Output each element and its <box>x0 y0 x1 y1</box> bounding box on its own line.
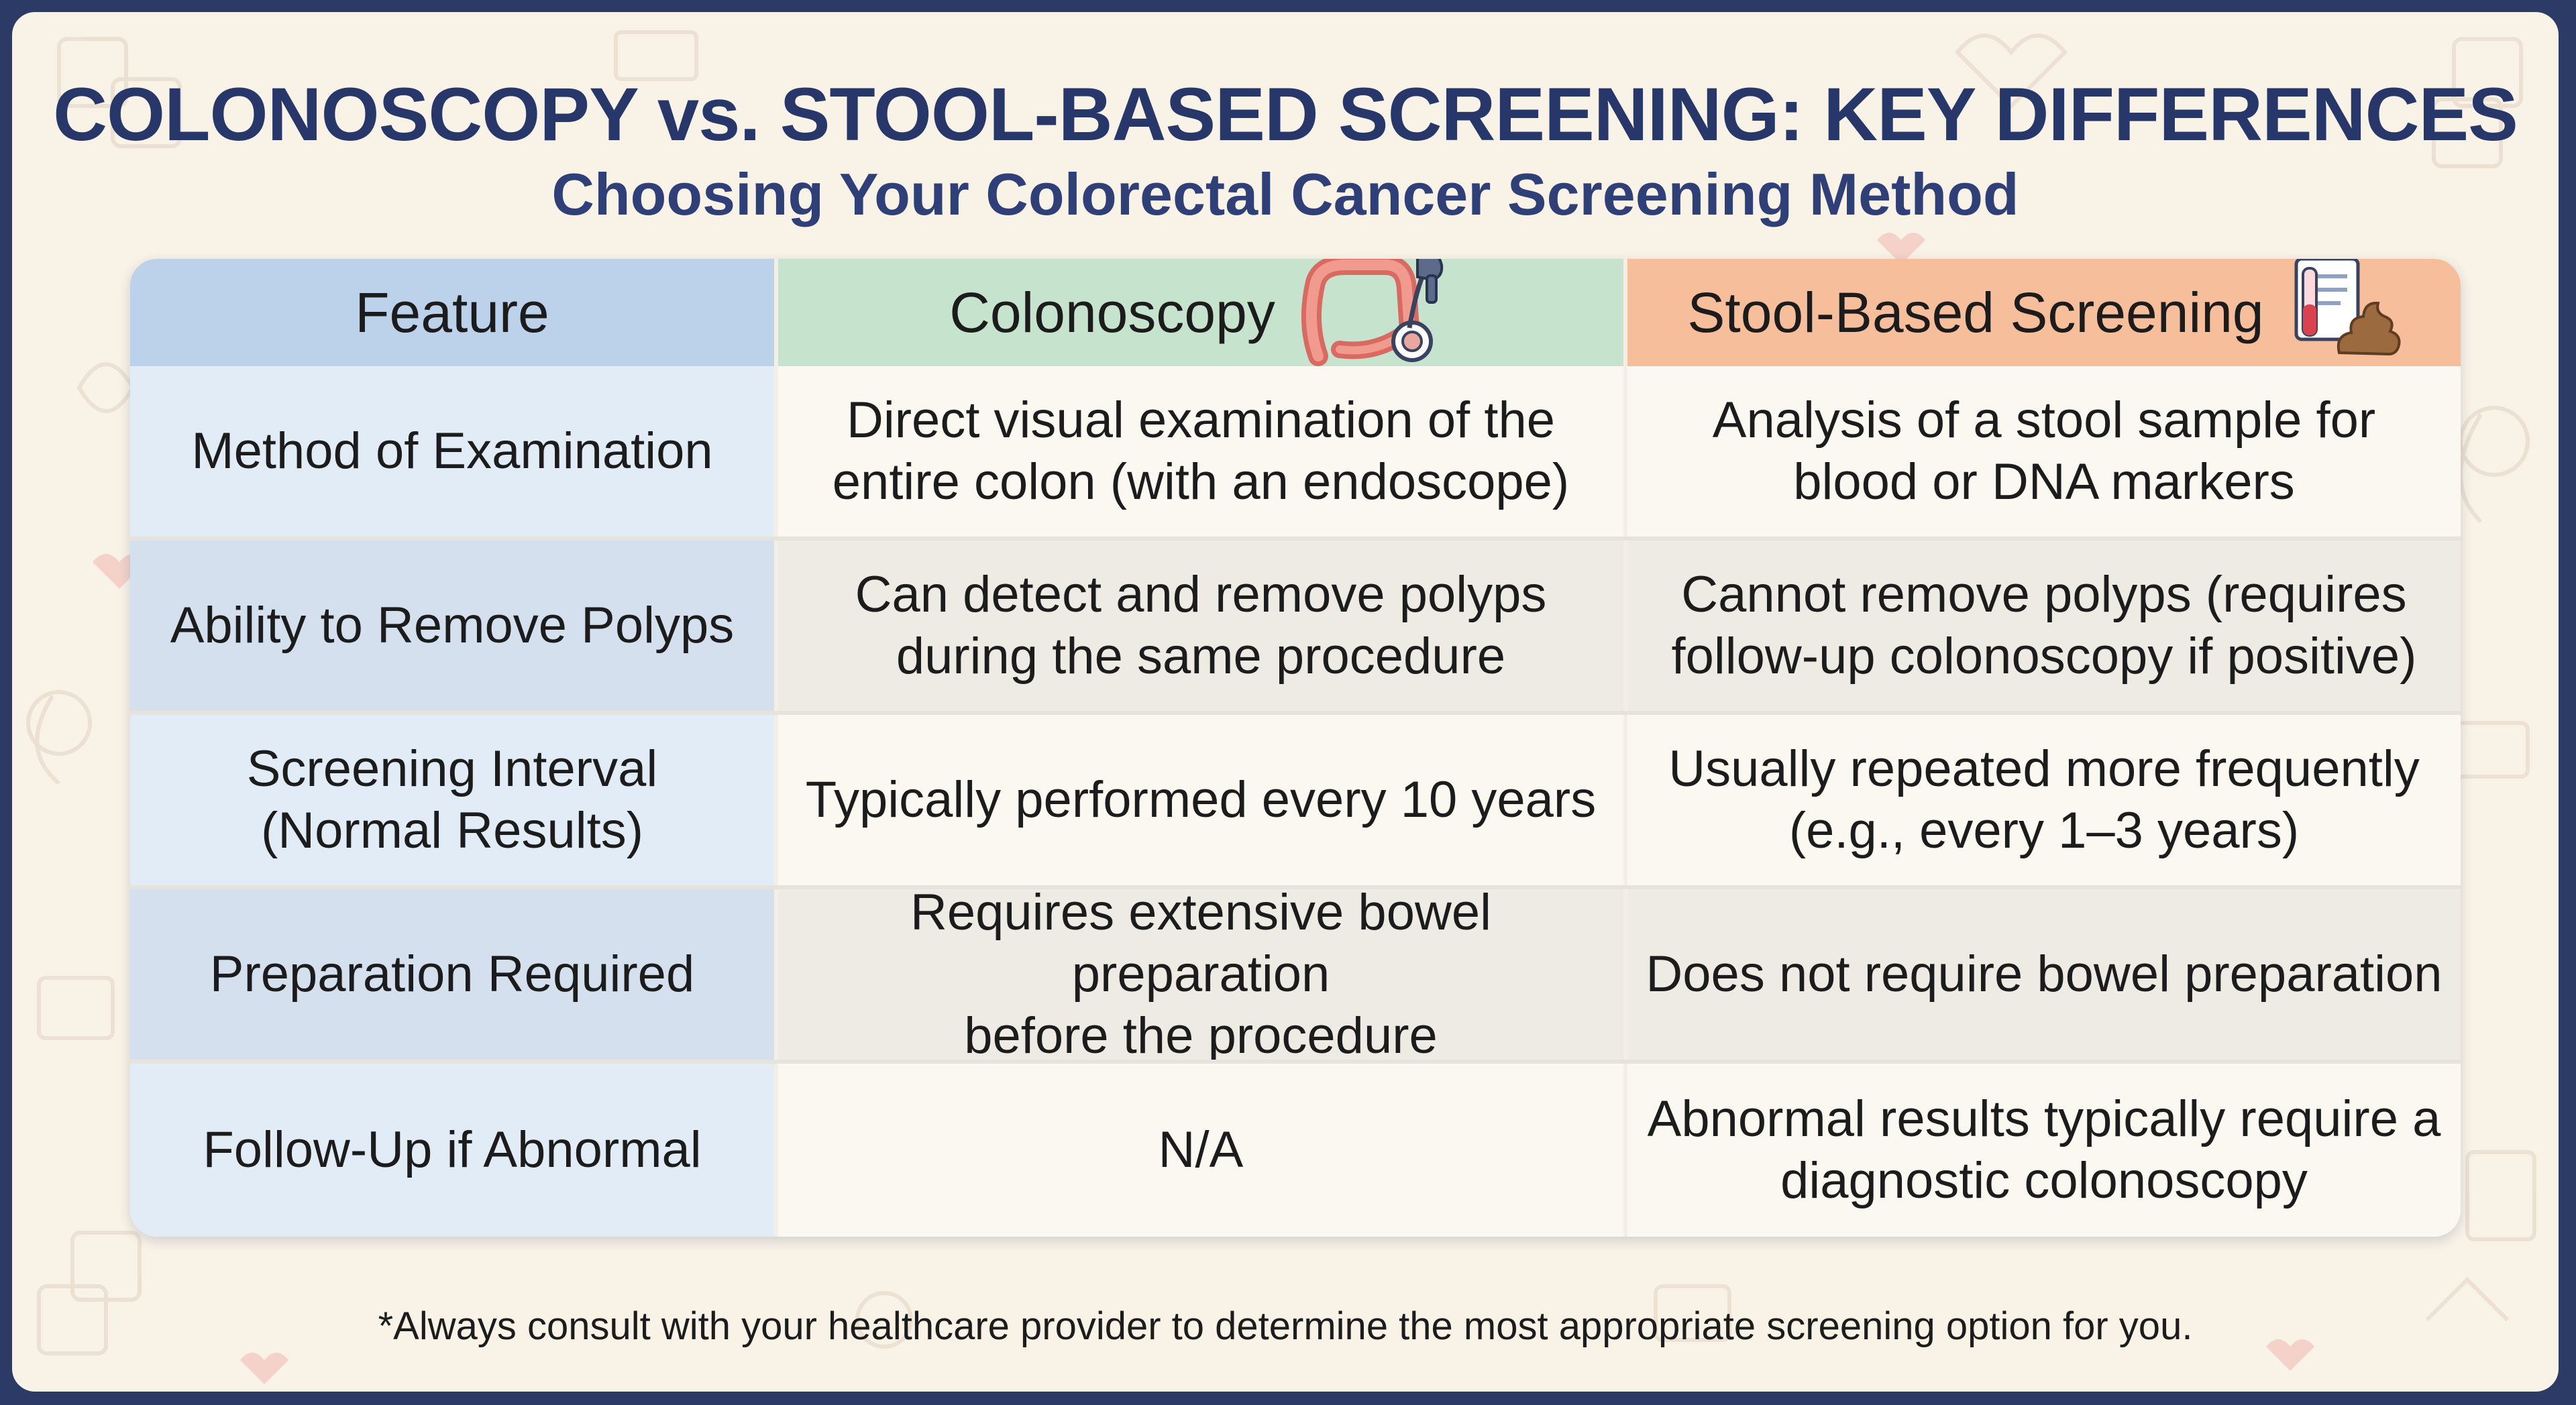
feature-label: Follow-Up if Abnormal <box>203 1121 702 1178</box>
column-header-label: Feature <box>355 280 549 344</box>
column-divider <box>1623 259 1627 1237</box>
column-header-colonoscopy: Colonoscopy <box>778 259 1623 366</box>
feature-cell: Follow-Up if Abnormal <box>130 1064 774 1237</box>
feature-label: Screening Interval (Normal Results) <box>246 740 658 859</box>
comparison-table: Feature Colonoscopy Stool-Based Scr <box>130 259 2461 1237</box>
cell-text-line: Analysis of a stool sample for <box>1712 392 2376 449</box>
cell-text-line: Direct visual examination of the <box>846 392 1556 449</box>
row-divider <box>130 711 2461 715</box>
row-divider <box>130 537 2461 541</box>
cell-text-line: Does not require bowel preparation <box>1646 946 2443 1003</box>
column-header-feature: Feature <box>130 259 774 366</box>
cell-text-line: Typically performed every 10 years <box>805 771 1597 828</box>
colonoscopy-cell: Requires extensive bowel preparation befo… <box>778 884 1623 1064</box>
table-row: Ability to Remove Polyps Can detect and … <box>130 541 2461 711</box>
cell-text-line: Cannot remove polyps (requires <box>1681 566 2407 623</box>
page-frame: COLONOSCOPY vs. STOOL-BASED SCREENING: K… <box>12 12 2559 1392</box>
column-header-label: Colonoscopy <box>949 280 1275 344</box>
stool-cell: Usually repeated more frequently (e.g., e… <box>1627 715 2461 885</box>
column-header-label: Stool-Based Screening <box>1687 280 2264 344</box>
cell-text-line: Abnormal results typically require a <box>1647 1090 2441 1147</box>
column-divider <box>774 259 778 1237</box>
cell-text-line: during the same procedure <box>896 628 1506 685</box>
row-divider <box>130 885 2461 889</box>
cell-text-line: entire colon (with an endoscope) <box>832 453 1570 510</box>
feature-cell: Ability to Remove Polyps <box>130 541 774 711</box>
cell-text-line: follow-up colonoscopy if positive) <box>1671 628 2417 685</box>
feature-label: Ability to Remove Polyps <box>170 597 735 654</box>
stool-cell: Does not require bowel preparation <box>1627 889 2461 1060</box>
cell-text-line: Usually repeated more frequently <box>1668 740 2420 797</box>
cell-text-line: diagnostic colonoscopy <box>1780 1152 2308 1209</box>
colon-endoscope-icon <box>1298 259 1452 383</box>
page-title: COLONOSCOPY vs. STOOL-BASED SCREENING: K… <box>53 72 2518 156</box>
stool-cell: Analysis of a stool sample for blood or D… <box>1627 366 2461 537</box>
table-row: Preparation Required Requires extensive … <box>130 884 2461 1064</box>
cell-text-line: N/A <box>1158 1121 1244 1178</box>
table-row: Method of Examination Direct visual exam… <box>130 366 2461 537</box>
feature-label: Method of Examination <box>191 423 713 480</box>
page-subtitle: Choosing Your Colorectal Cancer Screenin… <box>551 161 2019 227</box>
feature-cell: Preparation Required <box>130 889 774 1060</box>
row-divider <box>130 1060 2461 1064</box>
feature-cell: Screening Interval (Normal Results) <box>130 715 774 885</box>
footnote: *Always consult with your healthcare pro… <box>378 1304 2193 1348</box>
stool-cell: Abnormal results typically require a diag… <box>1627 1064 2461 1237</box>
feature-cell: Method of Examination <box>130 366 774 537</box>
cell-text-line: before the procedure <box>964 1007 1438 1064</box>
column-header-stool: Stool-Based Screening <box>1627 259 2461 366</box>
colonoscopy-cell: Direct visual examination of the entire c… <box>778 366 1623 537</box>
feature-label: Preparation Required <box>209 946 695 1003</box>
colonoscopy-cell: N/A <box>778 1064 1623 1237</box>
table-row: Follow-Up if Abnormal N/A Abnormal resul… <box>130 1064 2461 1237</box>
colonoscopy-cell: Can detect and remove polyps during the s… <box>778 541 1623 711</box>
table-row: Screening Interval (Normal Results) Typi… <box>130 715 2461 885</box>
cell-text-line: blood or DNA markers <box>1793 453 2295 510</box>
stool-sample-test-icon <box>2287 259 2401 373</box>
cell-text-line: Can detect and remove polyps <box>855 566 1547 623</box>
colonoscopy-cell: Typically performed every 10 years <box>778 715 1623 885</box>
stool-cell: Cannot remove polyps (requires follow-up … <box>1627 541 2461 711</box>
cell-text-line: (e.g., every 1–3 years) <box>1788 802 2300 859</box>
cell-text-line: Requires extensive bowel preparation <box>910 884 1492 1003</box>
